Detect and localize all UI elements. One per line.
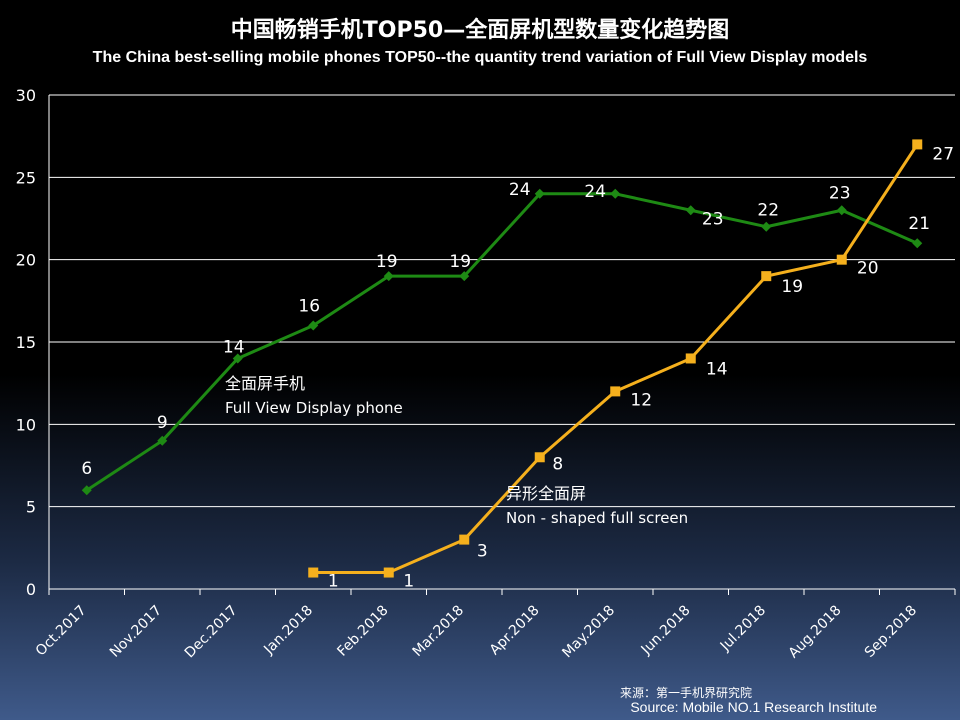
data-point-full-view (81, 485, 92, 496)
x-tick-label: Oct.2017 (33, 603, 90, 660)
series-label-non-shaped-cn: 异形全面屏 (506, 484, 586, 503)
data-point-non-shaped (383, 567, 394, 578)
chart-title: 中国畅销手机TOP50—全面屏机型数量变化趋势图 (230, 18, 730, 43)
data-label-non-shaped: 12 (630, 390, 652, 410)
x-tick-label: Feb.2018 (334, 603, 391, 660)
data-point-full-view (232, 353, 243, 364)
data-point-full-view (534, 188, 545, 199)
data-label-non-shaped: 14 (706, 359, 728, 379)
data-point-non-shaped (685, 353, 696, 364)
x-tick-label: Apr.2018 (487, 603, 543, 659)
x-tick-label: Jan.2018 (260, 603, 316, 659)
data-point-non-shaped (459, 534, 470, 545)
data-label-full-view: 6 (81, 459, 92, 479)
data-label-non-shaped: 27 (932, 144, 954, 164)
data-label-non-shaped: 1 (328, 572, 339, 592)
y-tick-label: 10 (16, 415, 36, 434)
data-label-non-shaped: 1 (403, 572, 414, 592)
data-point-full-view (912, 238, 923, 249)
data-point-non-shaped (912, 139, 923, 150)
data-label-full-view: 19 (376, 252, 398, 272)
data-label-full-view: 14 (223, 337, 245, 357)
y-tick-label: 15 (16, 333, 36, 352)
series-line-full-view (85, 192, 918, 492)
data-label-full-view: 21 (908, 214, 930, 234)
x-tick-label: Nov.2017 (107, 603, 165, 661)
data-label-non-shaped: 19 (781, 277, 803, 297)
y-tick-labels: 0 5 10 15 20 25 30 (16, 86, 36, 599)
x-tick-label: Dec.2017 (182, 603, 241, 662)
data-point-full-view (157, 435, 168, 446)
data-label-non-shaped: 8 (552, 454, 563, 474)
data-point-full-view (459, 271, 470, 282)
data-label-full-view: 16 (298, 297, 320, 317)
x-tick-label: Sep.2018 (862, 603, 920, 661)
data-label-full-view: 24 (509, 180, 531, 200)
data-label-full-view: 19 (449, 252, 471, 272)
data-point-non-shaped (836, 254, 847, 265)
series-annotations: 全面屏手机 Full View Display phone 异形全面屏 Non … (225, 374, 688, 527)
series (81, 139, 923, 578)
data-point-non-shaped (534, 452, 545, 463)
grid-lines (49, 94, 955, 508)
data-point-full-view (836, 205, 847, 216)
source-english: Source: Mobile NO.1 Research Institute (630, 699, 877, 715)
x-tick-label: Aug.2018 (786, 603, 845, 662)
data-point-full-view (308, 320, 319, 331)
chart-subtitle: The China best-selling mobile phones TOP… (92, 49, 868, 66)
y-tick-label: 20 (16, 251, 36, 270)
data-label-full-view: 24 (584, 182, 606, 202)
series-label-full-view-en: Full View Display phone (225, 399, 403, 417)
data-label-full-view: 23 (702, 209, 724, 229)
x-tick-label: May.2018 (559, 603, 618, 662)
series-label-full-view-cn: 全面屏手机 (225, 374, 305, 393)
data-label-full-view: 23 (829, 183, 851, 203)
y-tick-label: 0 (26, 580, 36, 599)
data-label-full-view: 9 (157, 413, 168, 433)
source-chinese: 来源：第一手机界研究院 (619, 686, 752, 700)
y-tick-label: 5 (26, 498, 36, 517)
series-label-non-shaped-en: Non - shaped full screen (506, 509, 688, 527)
data-point-non-shaped (308, 567, 319, 578)
data-point-full-view (761, 221, 772, 232)
x-tick-label: Jul.2018 (717, 603, 769, 655)
data-point-full-view (685, 205, 696, 216)
data-point-full-view (383, 271, 394, 282)
data-label-non-shaped: 3 (477, 542, 488, 562)
data-labels: 6 9 14 16 19 19 24 24 23 22 23 21 1 1 3 8 12 14 19 20 27 (81, 144, 954, 591)
y-tick-label: 30 (16, 86, 36, 105)
data-point-full-view (610, 188, 621, 199)
data-point-non-shaped (761, 271, 772, 282)
x-tick-labels: Oct.2017 Nov.2017 Dec.2017 Jan.2018 Feb.2018… (33, 603, 920, 662)
data-point-non-shaped (610, 386, 621, 397)
data-label-non-shaped: 20 (857, 259, 879, 279)
x-tick-label: Mar.2018 (410, 603, 467, 660)
y-tick-label: 25 (16, 168, 36, 187)
data-label-full-view: 22 (757, 201, 779, 221)
axes (48, 95, 956, 595)
x-tick-label: Jun.2018 (638, 603, 694, 659)
